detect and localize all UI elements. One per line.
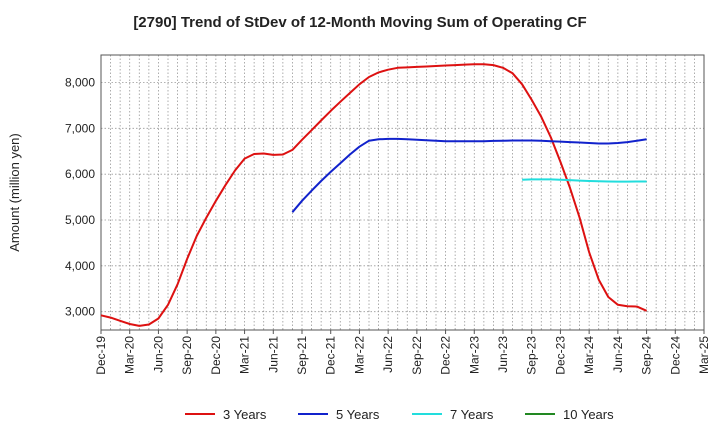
x-tick-label: Dec-22 [439,336,453,375]
x-tick-label: Jun-22 [381,336,395,373]
series-line-5-years [291,137,647,213]
series-line-7-years [522,178,647,183]
x-tick-label: Mar-20 [123,336,137,374]
y-tick-label: 3,000 [65,305,95,319]
x-tick-label: Mar-22 [352,336,366,374]
x-tick-label: Dec-20 [209,336,223,375]
plot-area-border [100,54,705,331]
y-tick-label: 5,000 [65,213,95,227]
legend-label-7-years: 7 Years [450,407,494,422]
x-tick-label: Sep-24 [640,336,654,375]
x-tick-label: Sep-20 [180,336,194,375]
series-line-3-years [100,63,648,327]
x-tick-label: Mar-21 [238,336,252,374]
x-tick-label: Jun-20 [151,336,165,373]
x-tick-label: Jun-23 [496,336,510,373]
x-tick-label: Jun-24 [611,336,625,373]
y-axis-label: Amount (million yen) [7,133,22,252]
y-tick-label: 4,000 [65,259,95,273]
legend-label-10-years: 10 Years [563,407,614,422]
x-tick-label: Jun-21 [266,336,280,373]
x-tick-label: Dec-19 [94,336,108,375]
x-tick-label: Sep-23 [525,336,539,375]
x-tick-label: Dec-24 [668,336,682,375]
chart-title: [2790] Trend of StDev of 12-Month Moving… [133,14,587,31]
legend-label-5-years: 5 Years [336,407,380,422]
x-tick-label: Dec-23 [553,336,567,375]
x-tick-label: Sep-21 [295,336,309,375]
x-tick-label: Dec-21 [324,336,338,375]
y-tick-label: 8,000 [65,76,95,90]
x-tick-label: Mar-25 [697,336,711,374]
x-tick-label: Sep-22 [410,336,424,375]
y-tick-label: 7,000 [65,121,95,135]
legend-label-3-years: 3 Years [223,407,267,422]
x-tick-label: Mar-24 [582,336,596,374]
x-tick-label: Mar-23 [467,336,481,374]
y-tick-label: 6,000 [65,167,95,181]
